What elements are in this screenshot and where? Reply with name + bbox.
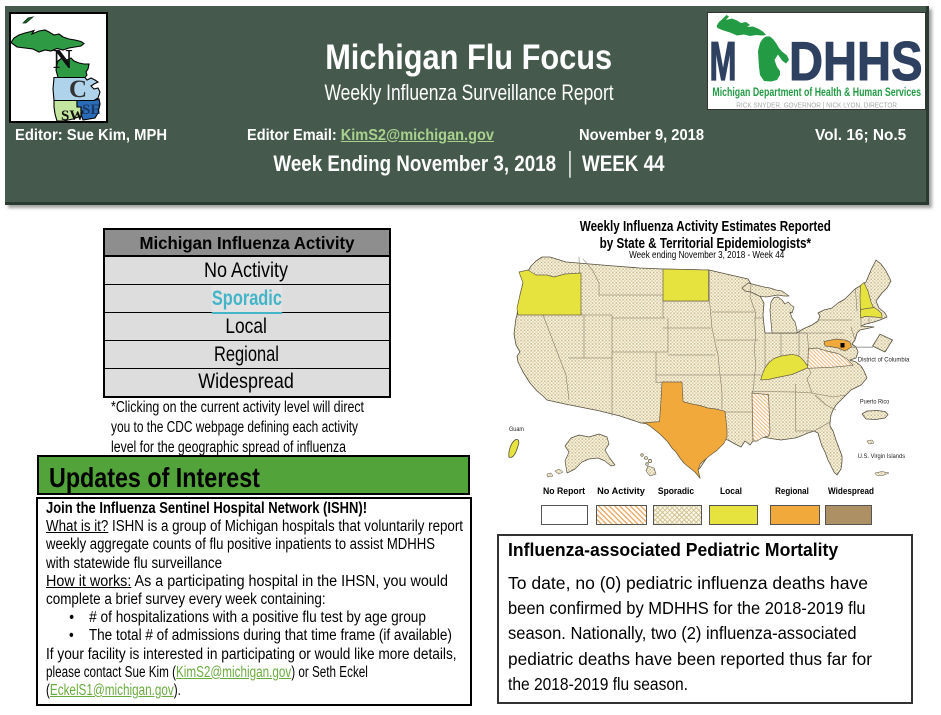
svg-text:Puerto Rico: Puerto Rico	[860, 399, 890, 406]
svg-text:Guam: Guam	[509, 426, 524, 433]
svg-text:District of Columbia: District of Columbia	[858, 357, 910, 364]
svg-text:SW: SW	[61, 108, 84, 121]
svg-text:SE: SE	[82, 102, 100, 118]
svg-text:N: N	[53, 44, 73, 74]
svg-text:RICK SNYDER, GOVERNOR | NICK L: RICK SNYDER, GOVERNOR | NICK LYON, DIREC…	[736, 101, 897, 110]
svg-text:DHHS: DHHS	[789, 30, 923, 92]
svg-text:C: C	[69, 76, 87, 103]
svg-text:Michigan Department of Health: Michigan Department of Health & Human Se…	[712, 85, 921, 99]
svg-text:U.S. Virgin Islands: U.S. Virgin Islands	[858, 453, 906, 460]
svg-text:M: M	[710, 30, 737, 92]
